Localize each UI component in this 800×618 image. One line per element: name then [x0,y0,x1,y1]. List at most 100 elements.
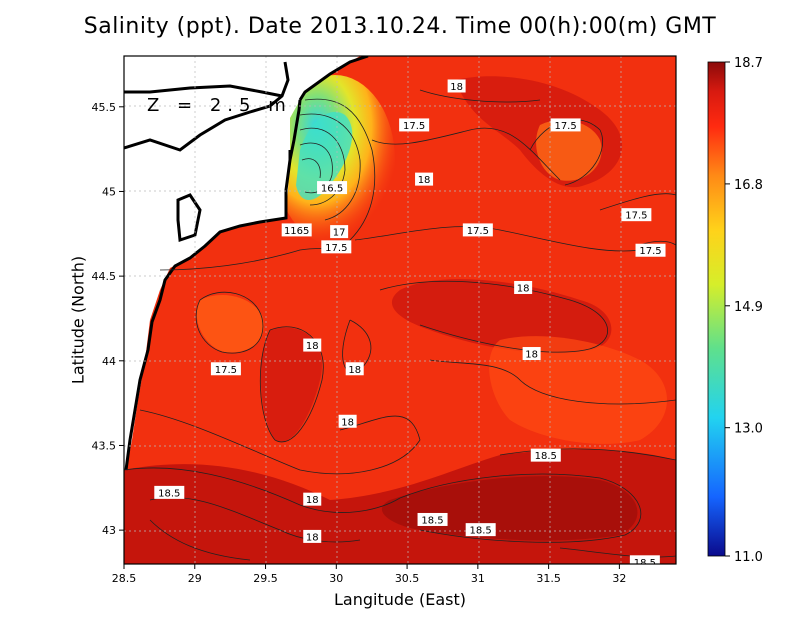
y-tick-label: 44 [102,355,116,368]
contour-label-box [415,172,434,186]
contour-label-box [462,223,493,237]
contour-label: 18 [303,338,322,352]
contour-label: 17.5 [399,118,430,132]
map-title: Salinity (ppt). Date 2013.10.24. Time 00… [83,14,717,39]
contour-label: 18 [522,347,541,361]
land-mass [124,56,300,470]
contour-label: 18.5 [465,523,496,537]
x-tick-label: 32 [612,572,626,585]
contour-label-box [154,485,185,499]
contour-label: 18 [415,172,434,186]
contour-label: 18 [303,529,322,543]
grid-lines [124,56,676,564]
contour-label: 16.5 [317,181,348,195]
colorbar-ticks: 18.7 16.8 14.9 13.0 11.0 [725,56,763,565]
high-salinity-zone [260,327,322,442]
contour-label-layer: 18 17.5 17.5 18 16.5 17.5 17.5 1165 17 17.5 17.5 18… [154,79,666,569]
contour-label-box [330,225,349,239]
low-salinity-patch [536,120,602,181]
y-tick-label: 45 [102,185,116,198]
x-axis-label: Langitude (East) [334,590,466,609]
coastline [124,56,369,471]
contour-label: 18 [447,79,466,93]
contour-label-text: 16.5 [321,184,343,195]
contour-label-box [550,118,581,132]
high-salinity-zone [391,279,612,354]
y-tick-label: 44.5 [92,270,117,283]
contour-label-text: 17.5 [639,246,661,257]
contour-label-text: 18 [306,495,319,506]
contour-label-text: 18.5 [421,515,443,526]
contour-label-box [621,208,652,222]
contour-label: 17.5 [321,240,352,254]
contour-label-box [522,347,541,361]
contour-label-box [210,362,241,376]
map-field: 18 17.5 17.5 18 16.5 17.5 17.5 1165 17 17.5 17.5 18… [124,56,676,569]
contour-label-text: 17.5 [467,226,489,237]
contour-label-box [317,181,348,195]
contour-label-box [417,512,448,526]
contour-label: 18.5 [417,512,448,526]
x-tick-label: 29.5 [253,572,278,585]
contour-label: 18 [303,492,322,506]
x-axis-ticks: 28.5 29 29.5 30 30.5 31 31.5 32 [112,564,626,585]
contour-label-text: 17.5 [625,211,647,222]
contour-label-box [338,414,357,428]
contour-label-text: 18 [418,175,431,186]
contour-label: 18.5 [530,448,561,462]
y-axis-label: Latitude (North) [68,255,88,385]
y-tick-label: 45.5 [92,101,117,114]
contour-label-text: 18 [341,417,354,428]
contour-label-box [635,243,666,257]
contour-label-box [530,448,561,462]
contour-label: 18 [514,280,533,294]
contour-label: 18 [338,414,357,428]
contour-label: 1165 [281,223,312,237]
contour-label-text: 17.5 [325,243,347,254]
low-salinity-patch [489,336,667,444]
contour-label: 17.5 [210,362,241,376]
contour-label: 17.5 [550,118,581,132]
contour-label-text: 17 [333,228,346,239]
contour-label-text: 18 [517,283,530,294]
contour-label-text: 18 [306,341,319,352]
contour-label-text: 18.5 [158,488,180,499]
contour-label: 17.5 [635,243,666,257]
contour-label-box [465,523,496,537]
x-tick-label: 29 [188,572,202,585]
contour-label-text: 18.5 [634,558,656,569]
colorbar-tick-label: 16.8 [734,178,763,193]
x-tick-label: 28.5 [112,572,137,585]
depth-label: Z = 2.5 m [147,95,292,116]
contour-label: 17.5 [462,223,493,237]
low-salinity-patch [196,295,264,353]
colorbar [707,61,726,557]
colorbar-tick-label: 18.7 [734,56,763,71]
contour-label-box [303,529,322,543]
contour-label-text: 17.5 [554,121,576,132]
plot-frame [123,55,677,565]
contour-label: 17.5 [621,208,652,222]
contour-label-box [447,79,466,93]
contour-label-box [514,280,533,294]
contour-label-text: 18 [348,365,361,376]
contour-label-text: 18 [525,350,538,361]
land-mass-north [300,56,360,100]
contour-label: 17 [330,225,349,239]
contour-label-box [303,338,322,352]
contour-label-text: 18 [450,82,463,93]
x-tick-label: 30 [329,572,343,585]
y-axis-ticks: 43 43.5 44 44.5 45 45.5 [92,101,124,537]
contour-label-text: 18 [306,532,319,543]
y-tick-label: 43 [102,524,116,537]
plume-core [296,111,353,200]
contour-label: 18.5 [629,555,660,569]
x-tick-label: 30.5 [395,572,420,585]
contour-label-box [399,118,430,132]
contour-label-box [303,492,322,506]
contour-label-box [321,240,352,254]
contour-label: 18.5 [154,485,185,499]
contour-label-box [345,362,364,376]
contour-label-text: 17.5 [403,121,425,132]
